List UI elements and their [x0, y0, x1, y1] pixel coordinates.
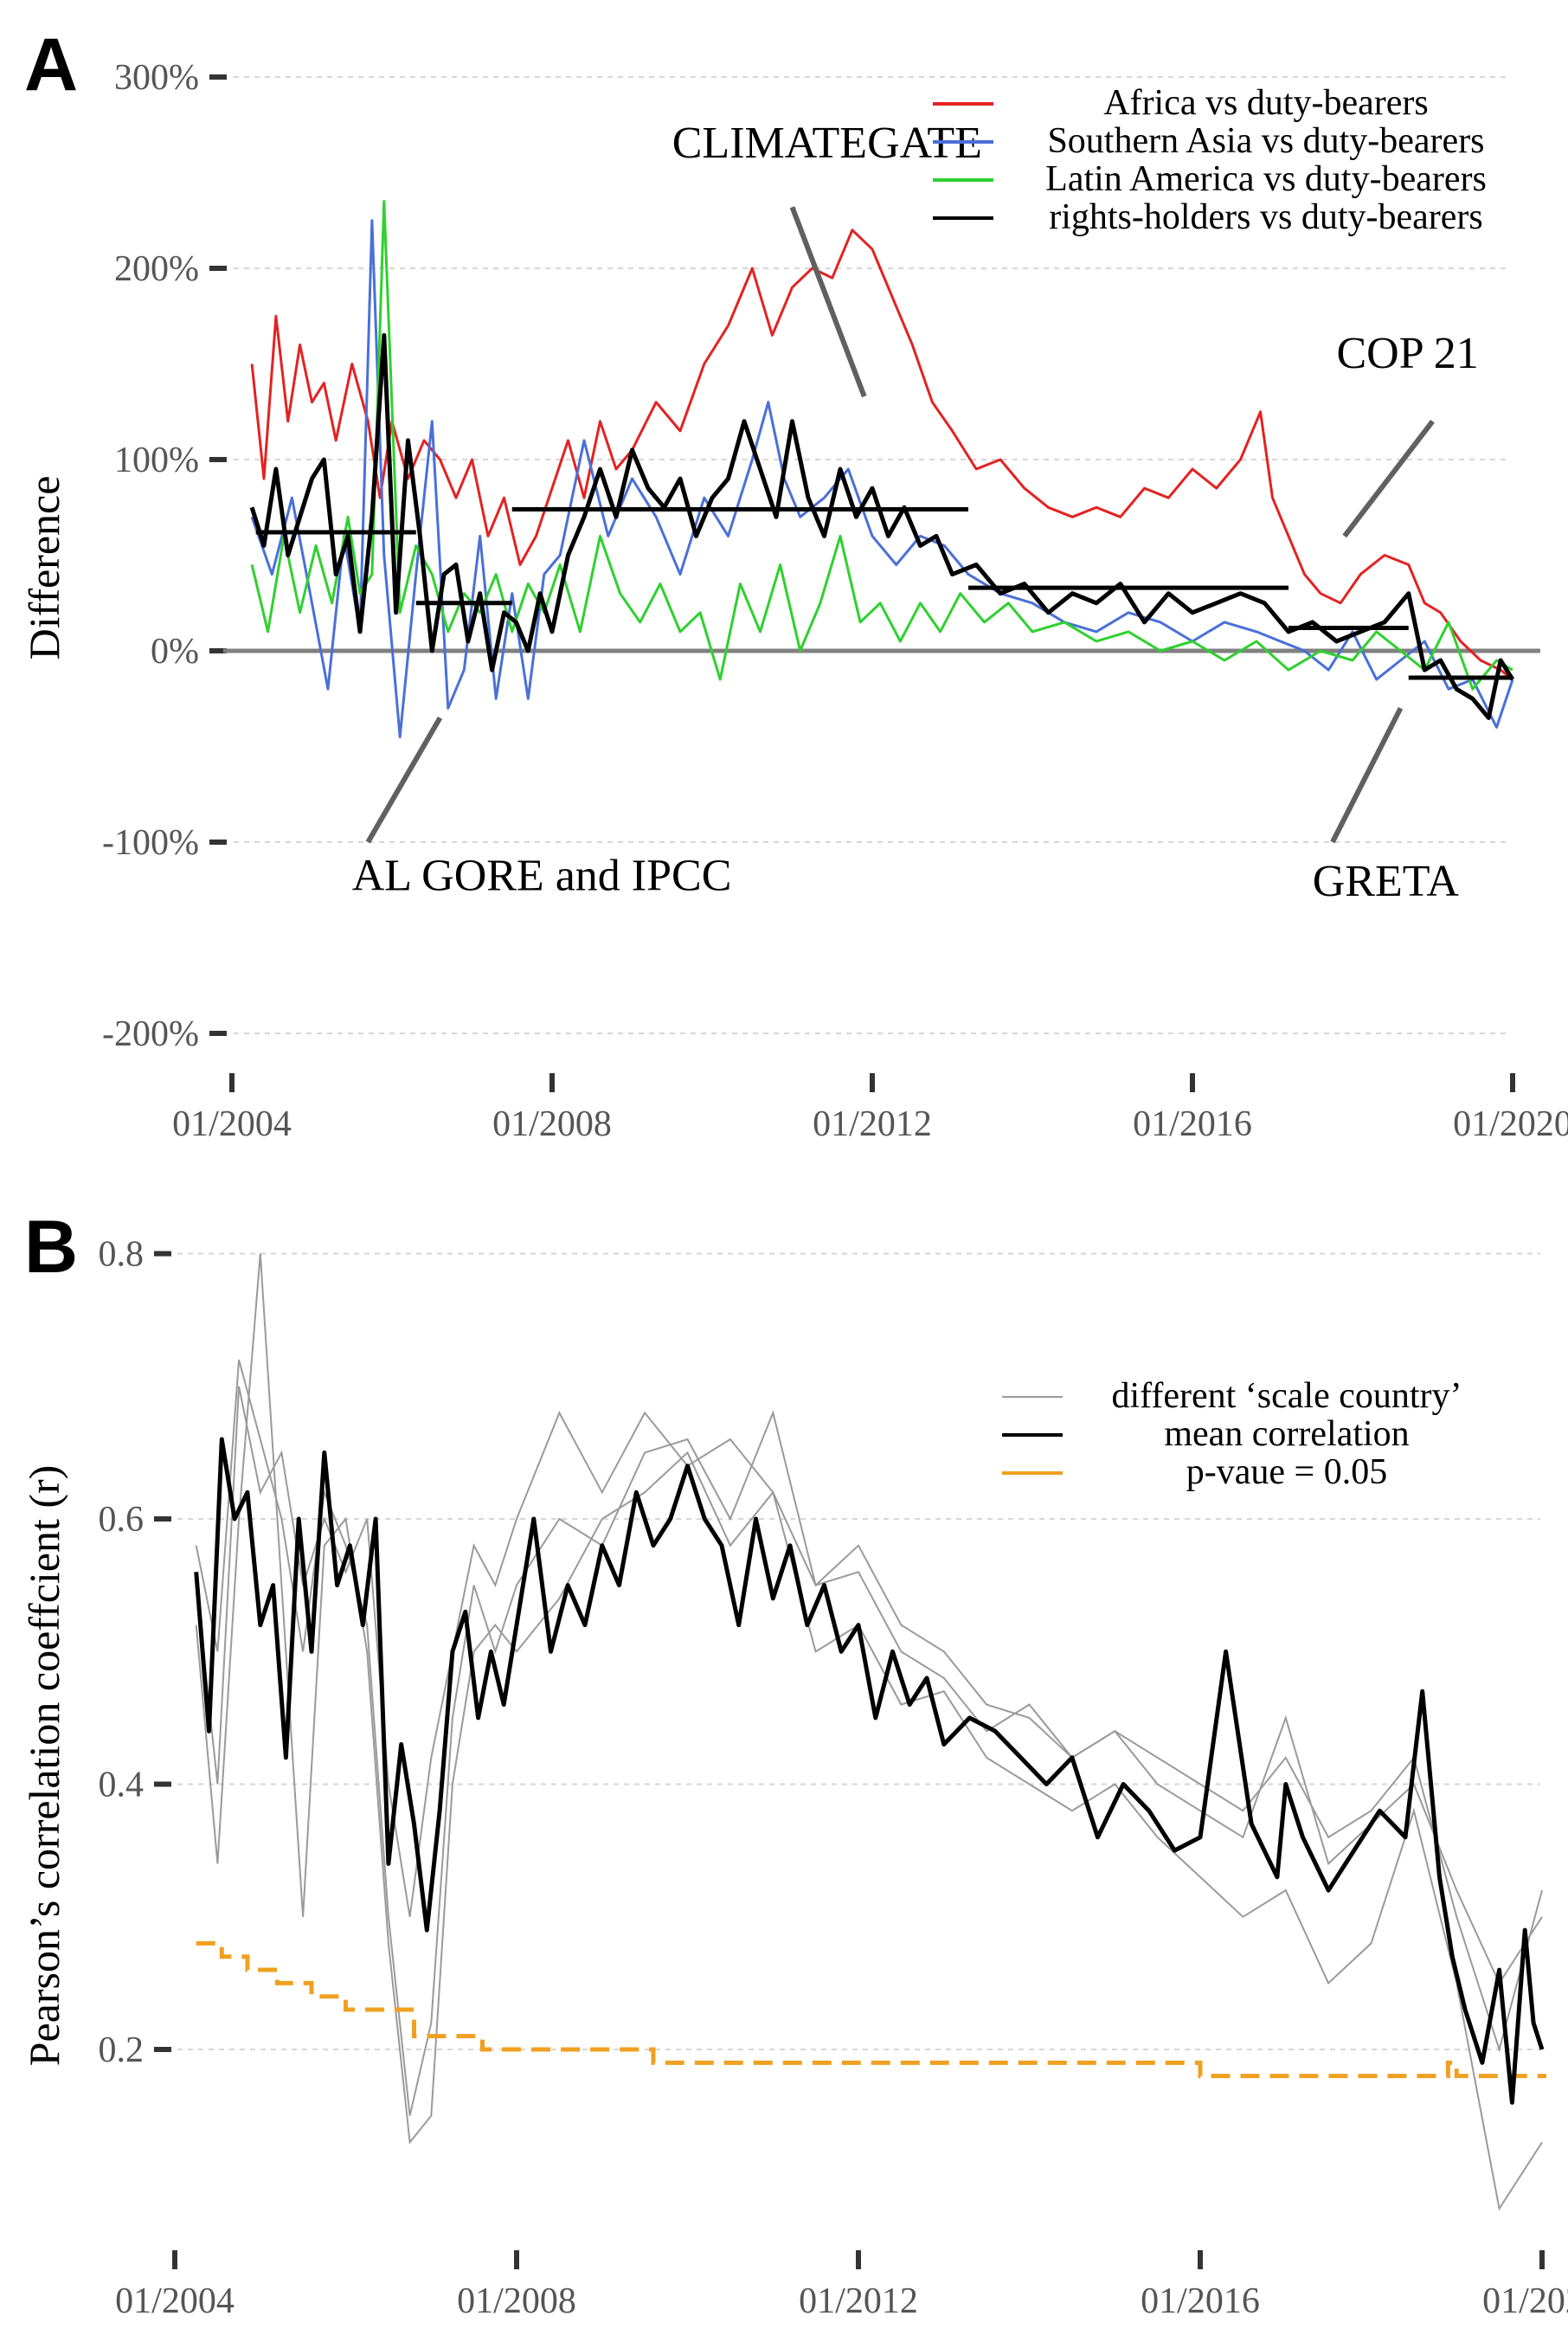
- annotation-label: GRETA: [1313, 857, 1460, 906]
- y-tick-label: 200%: [114, 249, 199, 289]
- series-line: [250, 228, 1513, 681]
- p-value-threshold-line: [196, 1940, 1546, 2079]
- scale-country-line: [195, 1359, 1543, 2116]
- panel-b-series: [194, 1253, 1546, 2211]
- panel-b-label: B: [24, 1206, 78, 1289]
- annotation-pointer: [1342, 419, 1435, 538]
- x-tick-label: 01/2012: [813, 1104, 932, 1144]
- y-tick-label: 0.2: [99, 2030, 145, 2070]
- x-tick-label: 01/2008: [457, 2281, 576, 2321]
- panel-b-y-label: Pearson’s correlation coeffcient (r): [20, 1465, 68, 2067]
- y-tick-label: 0%: [151, 632, 199, 672]
- annotation-pointer: [789, 206, 867, 398]
- panel-a-y-label: Difference: [20, 476, 68, 660]
- y-tick-label: 0.6: [99, 1500, 145, 1540]
- legend-entry: Southern Asia vs duty-bearers: [1047, 121, 1484, 161]
- y-tick-label: 300%: [114, 58, 199, 98]
- x-tick-label: 01/2020: [1453, 1104, 1568, 1144]
- panel-b-legend: different ‘scale country’mean correlatio…: [1002, 1376, 1462, 1492]
- x-tick-label: 01/2016: [1133, 1104, 1252, 1144]
- y-tick-label: -200%: [102, 1014, 199, 1054]
- x-tick-label: 01/2004: [172, 1104, 292, 1144]
- y-tick-label: -100%: [102, 823, 199, 863]
- panel-a: A -200%-100%0%100%200%300% 01/2004 01/200…: [20, 23, 1568, 1144]
- panel-b-gridlines: [177, 1252, 1540, 2050]
- x-tick-label: 01/2008: [492, 1104, 612, 1144]
- x-tick-label: 01/2004: [115, 2281, 235, 2321]
- panel-a-y-axis: -200% -100% 0% 100% 200% 300%: [102, 58, 227, 1054]
- scale-country-line: [195, 1253, 1543, 2211]
- panel-a-series: [223, 200, 1540, 738]
- series-line: [250, 219, 1514, 738]
- annotation-label: AL GORE and IPCC: [352, 851, 732, 900]
- panel-b: B 0.20.40.60.8 01/2004 01/2008 01/2012 01/2…: [20, 1206, 1568, 2321]
- legend-entry: Africa vs duty-bearers: [1103, 83, 1429, 123]
- legend-entry: Latin America vs duty-bearers: [1045, 159, 1487, 199]
- annotation-pointer: [1330, 706, 1404, 844]
- y-tick-label: 0.8: [99, 1235, 145, 1275]
- annotation-pointer: [365, 716, 443, 844]
- series-line: [249, 332, 1515, 720]
- annotation-label: CLIMATEGATE: [672, 119, 982, 168]
- x-tick-label: 01/2012: [799, 2281, 918, 2321]
- legend-entry: mean correlation: [1164, 1414, 1409, 1454]
- panel-a-x-axis: 01/2004 01/2008 01/2012 01/2016 01/2020: [172, 1073, 1568, 1144]
- annotation-label: COP 21: [1337, 329, 1479, 378]
- y-tick-label: 100%: [114, 441, 199, 480]
- panel-a-annotations: CLIMATEGATE COP 21 AL GORE and IPCC GRETA: [352, 119, 1479, 906]
- x-tick-label: 01/2020: [1482, 2281, 1568, 2321]
- panel-a-segments: [255, 506, 1513, 680]
- panel-b-x-axis: 01/2004 01/2008 01/2012 01/2016 01/2020: [115, 2250, 1568, 2321]
- panel-b-y-axis: 0.2 0.4 0.6 0.8: [99, 1235, 171, 2070]
- legend-entry: p-vaue = 0.05: [1186, 1452, 1387, 1492]
- series-line: [250, 200, 1513, 691]
- legend-entry: rights-holders vs duty-bearers: [1049, 197, 1483, 237]
- x-tick-label: 01/2016: [1141, 2281, 1260, 2321]
- panel-a-label: A: [24, 23, 78, 106]
- legend-entry: different ‘scale country’: [1111, 1376, 1462, 1416]
- y-tick-label: 0.4: [99, 1766, 145, 1805]
- mean-correlation-line: [194, 1437, 1545, 2105]
